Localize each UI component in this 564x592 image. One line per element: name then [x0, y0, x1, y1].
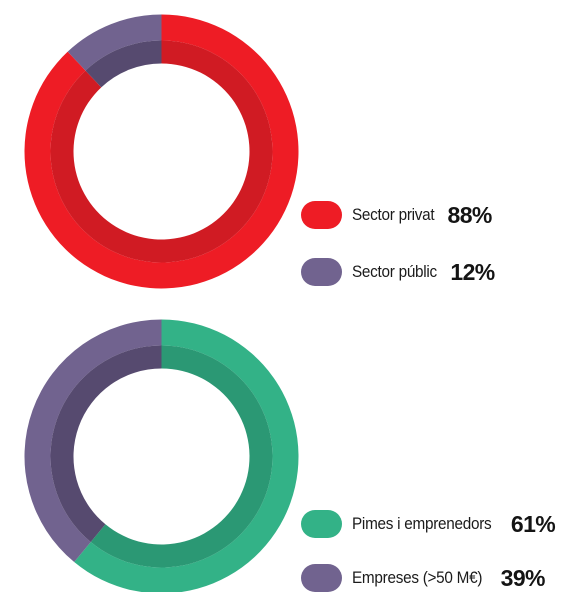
legend-item-sector-public: Sector públic 12%: [301, 255, 495, 289]
legend-label: Empreses (>50 M€): [352, 568, 483, 587]
legend-item-pimes: Pimes i emprenedors 61%: [301, 507, 556, 541]
legend-swatch-sector-privat: [301, 201, 342, 229]
legend-percentage: 88%: [447, 201, 493, 228]
legend-swatch-empreses: [301, 564, 342, 592]
donut-2-slice-pimes-i-emprenedors: [74, 319, 299, 592]
donut-chart-company-size: [24, 319, 299, 592]
legend-percentage: 12%: [450, 258, 495, 285]
legend-swatch-sector-public: [301, 258, 342, 286]
legend-percentage: 39%: [500, 564, 546, 591]
legend-item-sector-privat: Sector privat 88%: [301, 198, 492, 232]
donut-chart-sector: [24, 14, 299, 289]
legend-percentage: 61%: [510, 510, 556, 537]
legend-item-empreses: Empreses (>50 M€) 39%: [301, 561, 545, 592]
donut-1-slice-inner-sector-p-blic: [85, 40, 162, 88]
legend-label: Sector privat: [352, 205, 435, 224]
legend-label: Pimes i emprenedors: [352, 514, 492, 533]
donut-1-slice-inner-sector-privat: [50, 40, 273, 263]
legend-label: Sector públic: [352, 262, 437, 281]
donut-1-slice-sector-p-blic: [67, 14, 162, 71]
donut-2-slice-inner-empreses-50-m: [50, 345, 162, 543]
donut-2-slice-inner-pimes-i-emprenedors: [90, 345, 273, 568]
donut-2-slice-empreses-50-m: [24, 319, 162, 563]
legend-swatch-pimes: [301, 510, 342, 538]
